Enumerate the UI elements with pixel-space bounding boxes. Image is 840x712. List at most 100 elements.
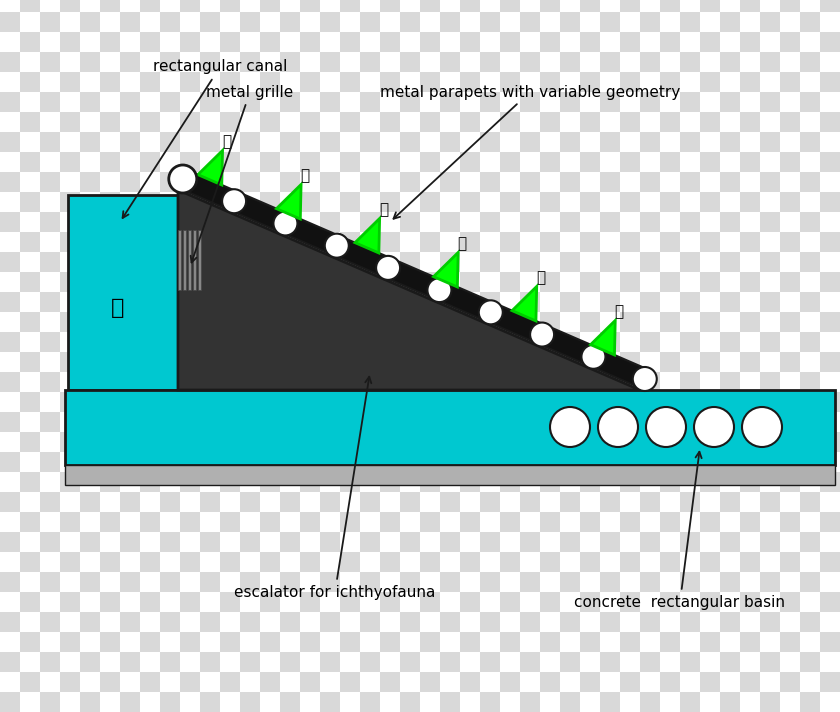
Bar [760,692,780,712]
Bar [0,12,20,32]
Bar [0,132,20,152]
Bar [340,332,360,352]
Bar [420,412,440,432]
Bar [480,552,500,572]
Bar [140,352,160,372]
Bar [400,532,420,552]
Bar [60,532,80,552]
Bar [440,572,460,592]
Bar [400,152,420,172]
Bar [620,272,640,292]
Bar [500,252,520,272]
Bar [40,552,60,572]
Bar [760,172,780,192]
Text: rectangular canal: rectangular canal [123,60,287,218]
Bar [140,512,160,532]
Bar [600,472,620,492]
Bar [260,612,280,632]
Bar [660,492,680,512]
Bar [640,592,660,612]
Bar [700,592,720,612]
Bar [40,652,60,672]
Bar [440,172,460,192]
Bar [60,92,80,112]
Bar [140,492,160,512]
Bar [780,232,800,252]
Text: 🐟: 🐟 [615,304,624,319]
Bar [660,652,680,672]
Bar [240,192,260,212]
Bar [100,292,120,312]
Bar [380,692,400,712]
Bar [340,412,360,432]
Bar [700,172,720,192]
Bar [40,152,60,172]
Bar [200,112,220,132]
Circle shape [171,167,195,191]
Bar [600,392,620,412]
Bar [780,532,800,552]
Bar [640,92,660,112]
Bar [500,172,520,192]
Bar [680,192,700,212]
Bar [60,172,80,192]
Bar [720,132,740,152]
Bar [80,412,100,432]
Bar [780,392,800,412]
Bar [660,32,680,52]
Bar [280,652,300,672]
Bar [140,332,160,352]
Bar [360,0,380,12]
Bar [520,332,540,352]
Bar [100,592,120,612]
Bar [280,112,300,132]
Bar [520,352,540,372]
Bar [260,572,280,592]
Bar [80,92,100,112]
Bar [700,572,720,592]
Bar [380,552,400,572]
Bar [300,632,320,652]
Bar [20,132,40,152]
Bar [260,432,280,452]
Bar [680,432,700,452]
Bar [260,632,280,652]
Bar [820,352,840,372]
Bar [360,292,380,312]
Bar [200,32,220,52]
Bar [620,452,640,472]
Bar [440,272,460,292]
Bar [220,532,240,552]
Bar [380,332,400,352]
Bar [500,212,520,232]
Text: 🐟: 🐟 [458,236,467,251]
Bar [740,292,760,312]
Bar [40,232,60,252]
Bar [220,392,240,412]
Bar [280,532,300,552]
Bar [0,192,20,212]
Bar [60,652,80,672]
Bar [560,412,580,432]
Bar [320,252,340,272]
Bar [560,572,580,592]
Bar [200,392,220,412]
Bar [260,52,280,72]
Bar [680,232,700,252]
Polygon shape [198,150,223,185]
Bar [60,492,80,512]
Bar [700,192,720,212]
Bar [500,692,520,712]
Bar [180,672,200,692]
Bar [20,332,40,352]
Bar [260,232,280,252]
Bar [820,192,840,212]
Bar [300,212,320,232]
Bar [440,12,460,32]
Bar [300,0,320,12]
Bar [820,92,840,112]
Bar [0,512,20,532]
Bar [600,252,620,272]
Bar [480,372,500,392]
Bar [480,612,500,632]
